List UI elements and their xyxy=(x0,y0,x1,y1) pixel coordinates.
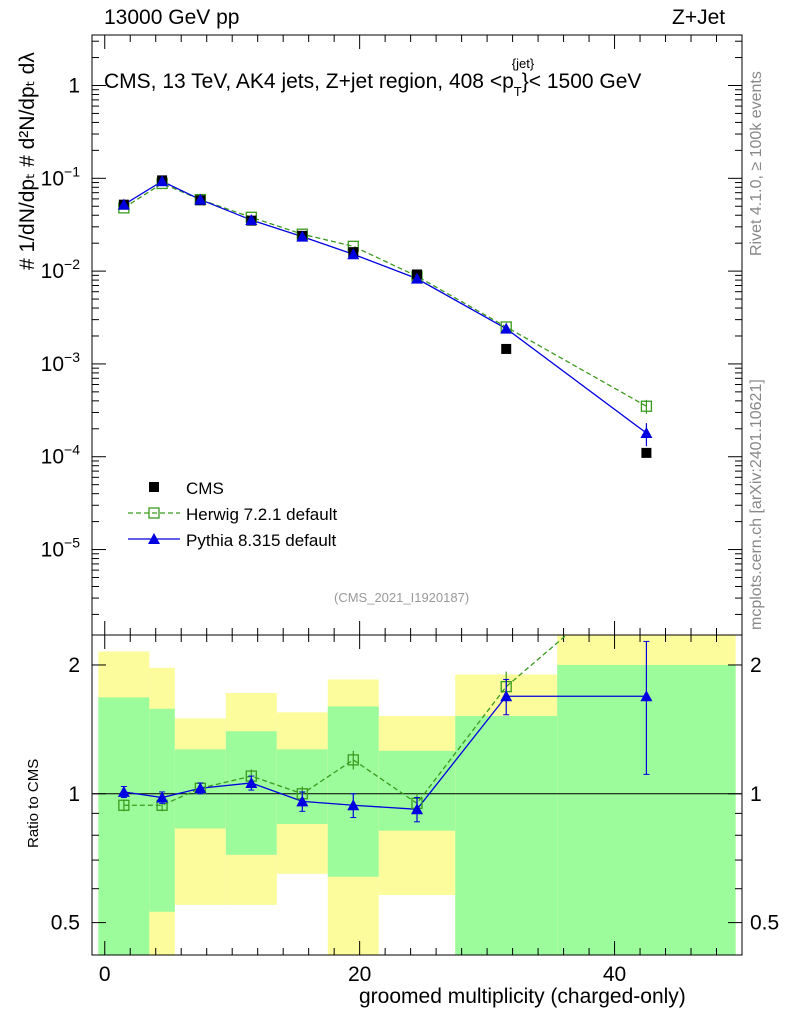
ratio-y-axis-label: Ratio to CMS xyxy=(25,759,42,848)
ratio-frame xyxy=(91,634,743,956)
plot-title-pt-sub: T xyxy=(513,84,522,99)
pythia-main-point xyxy=(347,248,360,260)
header-left: 13000 GeV pp xyxy=(104,6,240,29)
pythia-ratio-point xyxy=(245,776,258,788)
y-tick-label: 10−5 xyxy=(41,535,81,562)
herwig-main-line xyxy=(123,182,647,407)
main-y-axis-label: # 1/dN/dpₜ # d²N/dpₜ dλ xyxy=(16,52,39,270)
plot-title: CMS, 13 TeV, AK4 jets, Z+jet region, 408… xyxy=(104,56,642,99)
x-tick-label: 40 xyxy=(603,963,626,986)
x-axis-label: groomed multiplicity (charged-only) xyxy=(359,985,686,1008)
cms-main-point xyxy=(501,343,512,354)
ratio-band-inner-0 xyxy=(98,697,150,955)
analysis-id: (CMS_2021_I1920187) xyxy=(334,590,470,605)
pythia-main-point xyxy=(194,193,207,205)
pythia-ratio-point xyxy=(500,690,513,702)
y-tick-label: 10−2 xyxy=(41,256,81,283)
side-rivet-label: Rivet 4.1.0, ≥ 100k events xyxy=(748,71,765,256)
ratio-y-tick-label-right: 1 xyxy=(750,783,762,806)
plot-title-pt-sup: {jet} xyxy=(511,56,535,71)
ratio-band-inner-7 xyxy=(455,715,558,955)
y-tick-label: 1 xyxy=(68,74,80,97)
herwig-ratio-point xyxy=(347,754,359,766)
header-right: Z+Jet xyxy=(672,6,726,29)
legend-herwig-label: Herwig 7.2.1 default xyxy=(186,505,337,524)
pythia-main-point xyxy=(245,214,258,226)
legend-herwig-marker xyxy=(148,507,160,519)
pythia-ratio-point xyxy=(194,782,207,794)
side-mcplots-label: mcplots.cern.ch [arXiv:2401.10621] xyxy=(748,379,765,630)
pythia-ratio-point xyxy=(411,803,423,815)
legend-pythia-label: Pythia 8.315 default xyxy=(186,531,337,550)
legend-pythia-marker xyxy=(148,533,160,544)
pythia-main-point xyxy=(411,272,423,284)
y-tick-label: 10−4 xyxy=(41,442,81,469)
x-tick-label: 20 xyxy=(348,963,371,986)
y-tick-label: 10−1 xyxy=(41,163,81,190)
pythia-main-point xyxy=(640,427,653,439)
legend-cms-marker xyxy=(149,482,159,492)
pythia-ratio-point xyxy=(296,795,309,807)
pythia-ratio-point xyxy=(640,690,653,702)
pythia-ratio-point xyxy=(156,791,169,803)
pythia-main-point xyxy=(117,198,130,210)
ratio-y-tick-label: 2 xyxy=(68,654,80,677)
ratio-band-inner-3 xyxy=(225,731,277,855)
pythia-ratio-point xyxy=(117,785,130,797)
legend-cms-label: CMS xyxy=(186,479,224,498)
ratio-band-inner-5 xyxy=(327,706,379,877)
pythia-main-point xyxy=(156,175,169,187)
ratio-y-tick-label: 1 xyxy=(68,783,80,806)
y-tick-label: 10−3 xyxy=(41,349,81,376)
ratio-y-tick-label-right: 0.5 xyxy=(750,912,779,935)
herwig-ratio-point xyxy=(118,799,130,811)
plot-title-tail: }< 1500 GeV xyxy=(521,70,642,93)
herwig-ratio-line xyxy=(123,635,568,806)
pythia-main-point xyxy=(500,322,513,334)
plot-title-main: CMS, 13 TeV, AK4 jets, Z+jet region, 408… xyxy=(104,70,514,93)
herwig-main-point xyxy=(640,400,653,412)
ratio-y-tick-label: 0.5 xyxy=(51,912,80,935)
x-tick-label: 0 xyxy=(99,963,111,986)
pythia-main-line xyxy=(123,180,647,434)
pythia-main-point xyxy=(296,230,309,242)
cms-main-point xyxy=(641,447,652,458)
ratio-y-tick-label-right: 2 xyxy=(750,654,762,677)
pythia-ratio-point xyxy=(347,799,360,811)
